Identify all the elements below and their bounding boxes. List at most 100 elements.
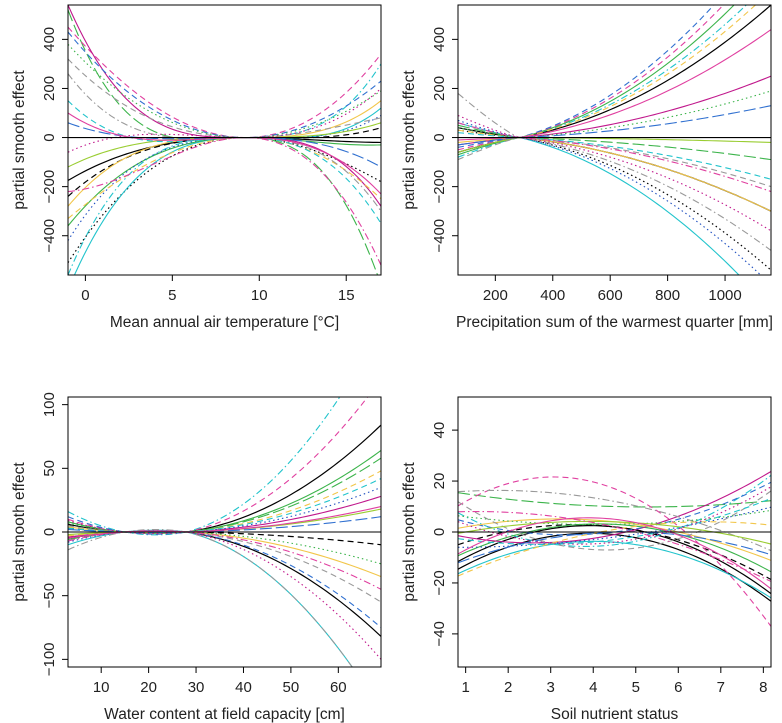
- series-line: [458, 490, 771, 551]
- x-tick-label: 6: [674, 679, 682, 696]
- y-axis-label: partial smooth effect: [401, 462, 418, 602]
- series-line: [68, 58, 381, 139]
- panel-2: 200 400 600 800 1000 −400 −200 0 200 400 Precipita…: [401, 4, 773, 331]
- series-line: [68, 520, 381, 660]
- panel-4: 1 2 3 4 5 6 7 8 −40 −20 0 20 40 Soil nutrient status p…: [401, 396, 772, 723]
- series-line: [68, 122, 381, 168]
- series-line: [68, 136, 381, 264]
- x-axis-label: Soil nutrient status: [551, 706, 679, 723]
- x-tick-label: 5: [168, 287, 176, 304]
- x-tick-label: 8: [759, 679, 767, 696]
- x-tick-label: 60: [330, 679, 347, 696]
- y-tick-label: 50: [41, 460, 58, 477]
- y-tick-label: −400: [41, 219, 58, 253]
- y-tick-label: 0: [41, 528, 58, 536]
- series-line: [458, 5, 757, 138]
- series-line: [68, 450, 381, 534]
- y-tick-label: 400: [431, 27, 448, 52]
- x-tick-label: 20: [140, 679, 157, 696]
- series-line: [68, 136, 381, 219]
- series-line: [458, 532, 771, 602]
- x-tick-label: 10: [251, 287, 268, 304]
- series-line: [458, 137, 771, 188]
- series-line: [458, 497, 771, 545]
- series-line: [68, 136, 381, 227]
- y-axis-label: partial smooth effect: [11, 70, 28, 210]
- x-tick-label: 400: [540, 287, 565, 304]
- series-line: [68, 26, 381, 139]
- series-line: [68, 397, 369, 535]
- series-line: [458, 509, 771, 526]
- series-line: [68, 9, 379, 275]
- series-line: [458, 489, 771, 552]
- series-line: [458, 525, 771, 595]
- series-line: [68, 112, 381, 195]
- series-line: [458, 122, 771, 193]
- series-line: [458, 474, 771, 548]
- x-tick-label: 3: [547, 679, 555, 696]
- series-line: [458, 136, 771, 153]
- series-group: [68, 397, 381, 667]
- y-tick-label: 400: [41, 27, 58, 52]
- x-tick-label: 10: [93, 679, 110, 696]
- y-tick-label: 40: [431, 422, 448, 439]
- series-line: [68, 31, 381, 139]
- series-line: [458, 521, 771, 577]
- series-line: [458, 114, 771, 232]
- panel-1: 0 5 10 15 −400 −200 0 200 400 Mean annual air tem…: [11, 4, 382, 331]
- y-tick-label: 0: [431, 528, 448, 536]
- series-line: [68, 530, 381, 590]
- series-line: [458, 90, 771, 139]
- y-axis-label: partial smooth effect: [11, 462, 28, 602]
- series-line: [68, 100, 381, 224]
- y-tick-label: 200: [431, 76, 448, 101]
- series-line: [458, 520, 771, 545]
- x-tick-label: 1000: [708, 287, 741, 304]
- series-line: [458, 122, 740, 275]
- series-line: [458, 5, 748, 158]
- series-line: [68, 486, 381, 543]
- series-line: [458, 129, 771, 271]
- x-tick-label: 15: [338, 287, 355, 304]
- plot-frame: [67, 4, 382, 276]
- series-group: [458, 470, 771, 627]
- panel-3: 10 20 30 40 50 60 −100 −50 0 50 100 Water content a…: [11, 392, 382, 723]
- y-tick-label: −50: [41, 583, 58, 608]
- x-tick-label: 600: [598, 287, 623, 304]
- x-axis-label: Mean annual air temperature [°C]: [110, 314, 339, 331]
- x-tick-label: 7: [717, 679, 725, 696]
- y-tick-label: −400: [431, 219, 448, 253]
- series-line: [458, 92, 771, 251]
- series-line: [458, 540, 771, 599]
- plot-frame: [457, 4, 772, 276]
- series-line: [68, 5, 381, 207]
- series-group: [458, 5, 771, 275]
- series-line: [68, 88, 381, 153]
- x-tick-label: 40: [235, 679, 252, 696]
- series-line: [68, 63, 381, 275]
- series-group: [68, 5, 381, 275]
- x-tick-label: 30: [188, 679, 205, 696]
- y-tick-label: −200: [41, 170, 58, 204]
- y-tick-label: −20: [431, 570, 448, 595]
- series-line: [458, 476, 771, 627]
- y-tick-label: 200: [41, 76, 58, 101]
- x-tick-label: 1: [461, 679, 469, 696]
- y-tick-label: −40: [431, 621, 448, 646]
- y-tick-label: −200: [431, 170, 448, 204]
- y-axis-label: partial smooth effect: [401, 70, 418, 210]
- x-tick-label: 0: [81, 287, 89, 304]
- series-line: [68, 73, 381, 212]
- y-tick-label: 0: [431, 133, 448, 141]
- series-line: [458, 5, 715, 148]
- series-line: [68, 43, 381, 139]
- series-line: [68, 528, 353, 667]
- series-line: [458, 518, 771, 561]
- x-axis-label: Water content at field capacity [cm]: [104, 706, 345, 723]
- y-tick-label: 20: [431, 473, 448, 490]
- series-line: [68, 136, 381, 266]
- series-line: [458, 470, 771, 544]
- x-axis-label: Precipitation sum of the warmest quarter…: [456, 314, 773, 331]
- x-tick-label: 200: [483, 287, 508, 304]
